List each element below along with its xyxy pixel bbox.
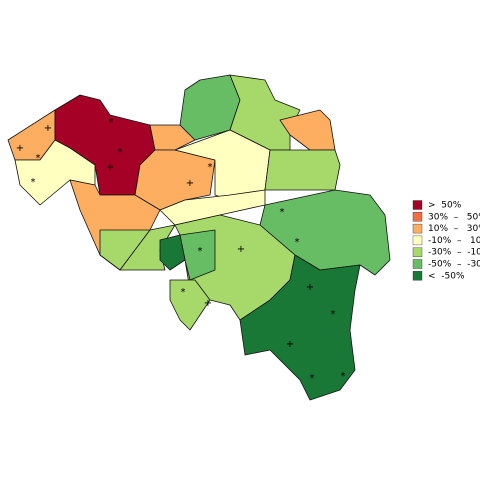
region-marker: + bbox=[204, 298, 212, 309]
region bbox=[239, 254, 361, 401]
region-marker: * bbox=[198, 246, 203, 257]
legend-swatch bbox=[412, 200, 423, 210]
region-marker: * bbox=[118, 147, 123, 158]
legend-label: 10% – 30% bbox=[428, 224, 480, 234]
legend-swatch bbox=[412, 271, 423, 281]
region bbox=[159, 234, 186, 271]
region-marker: + bbox=[286, 339, 294, 350]
region bbox=[14, 139, 96, 206]
region-marker: + bbox=[16, 143, 24, 154]
region-marker: * bbox=[295, 237, 300, 248]
region bbox=[169, 279, 211, 331]
region-marker: * bbox=[109, 117, 114, 128]
legend-label: < -50% bbox=[428, 271, 465, 281]
region-marker: + bbox=[186, 178, 194, 189]
legend-swatch bbox=[412, 259, 423, 269]
region-marker: + bbox=[44, 123, 52, 134]
region-marker: + bbox=[306, 282, 314, 293]
region-marker: + bbox=[106, 162, 114, 173]
legend: > 50%30% – 50% 10% – 30% -10% – 10% -30% – … bbox=[412, 200, 480, 281]
region-marker: * bbox=[208, 162, 213, 173]
region-marker: * bbox=[31, 177, 36, 188]
region-marker: * bbox=[181, 287, 186, 298]
region-marker: * bbox=[331, 309, 336, 320]
legend-swatch bbox=[412, 235, 423, 246]
region-marker: * bbox=[36, 153, 41, 164]
legend-label: -50% – -30% bbox=[428, 260, 480, 270]
region bbox=[229, 74, 301, 151]
legend-label: > 50% bbox=[428, 201, 462, 211]
region bbox=[69, 179, 161, 271]
legend-swatch bbox=[412, 247, 423, 257]
region-marker: * bbox=[280, 207, 285, 218]
region bbox=[149, 124, 196, 151]
region-marker: * bbox=[341, 371, 346, 382]
regions bbox=[7, 74, 391, 401]
region bbox=[264, 149, 341, 191]
legend-swatch bbox=[412, 212, 423, 222]
markers: + + * * * * + + * * * + + * * + * + * * bbox=[16, 117, 346, 384]
region-marker: * bbox=[310, 373, 315, 384]
legend-swatch bbox=[412, 223, 423, 234]
region-marker: + bbox=[237, 244, 245, 255]
legend-label: 30% – 50% bbox=[428, 212, 480, 222]
legend-label: -10% – 10% bbox=[428, 236, 480, 246]
legend-label: -30% – -10% bbox=[428, 248, 480, 258]
